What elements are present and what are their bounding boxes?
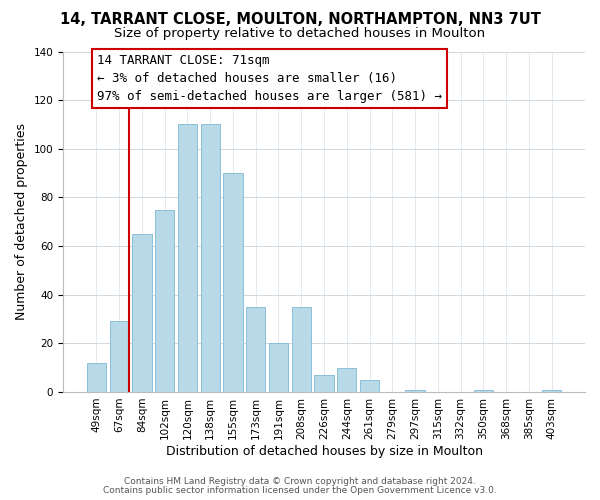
Bar: [132, 234, 152, 392]
Bar: [292, 307, 311, 392]
Bar: [87, 363, 106, 392]
Text: Contains HM Land Registry data © Crown copyright and database right 2024.: Contains HM Land Registry data © Crown c…: [124, 477, 476, 486]
Text: 14, TARRANT CLOSE, MOULTON, NORTHAMPTON, NN3 7UT: 14, TARRANT CLOSE, MOULTON, NORTHAMPTON,…: [59, 12, 541, 28]
Bar: [314, 375, 334, 392]
Text: Contains public sector information licensed under the Open Government Licence v3: Contains public sector information licen…: [103, 486, 497, 495]
Bar: [337, 368, 356, 392]
Text: 14 TARRANT CLOSE: 71sqm
← 3% of detached houses are smaller (16)
97% of semi-det: 14 TARRANT CLOSE: 71sqm ← 3% of detached…: [97, 54, 442, 103]
Y-axis label: Number of detached properties: Number of detached properties: [15, 123, 28, 320]
Bar: [542, 390, 561, 392]
Bar: [473, 390, 493, 392]
Bar: [178, 124, 197, 392]
Bar: [269, 344, 288, 392]
Bar: [360, 380, 379, 392]
Bar: [200, 124, 220, 392]
X-axis label: Distribution of detached houses by size in Moulton: Distribution of detached houses by size …: [166, 444, 482, 458]
Bar: [110, 322, 129, 392]
Bar: [223, 173, 242, 392]
Bar: [406, 390, 425, 392]
Text: Size of property relative to detached houses in Moulton: Size of property relative to detached ho…: [115, 28, 485, 40]
Bar: [155, 210, 175, 392]
Bar: [246, 307, 265, 392]
